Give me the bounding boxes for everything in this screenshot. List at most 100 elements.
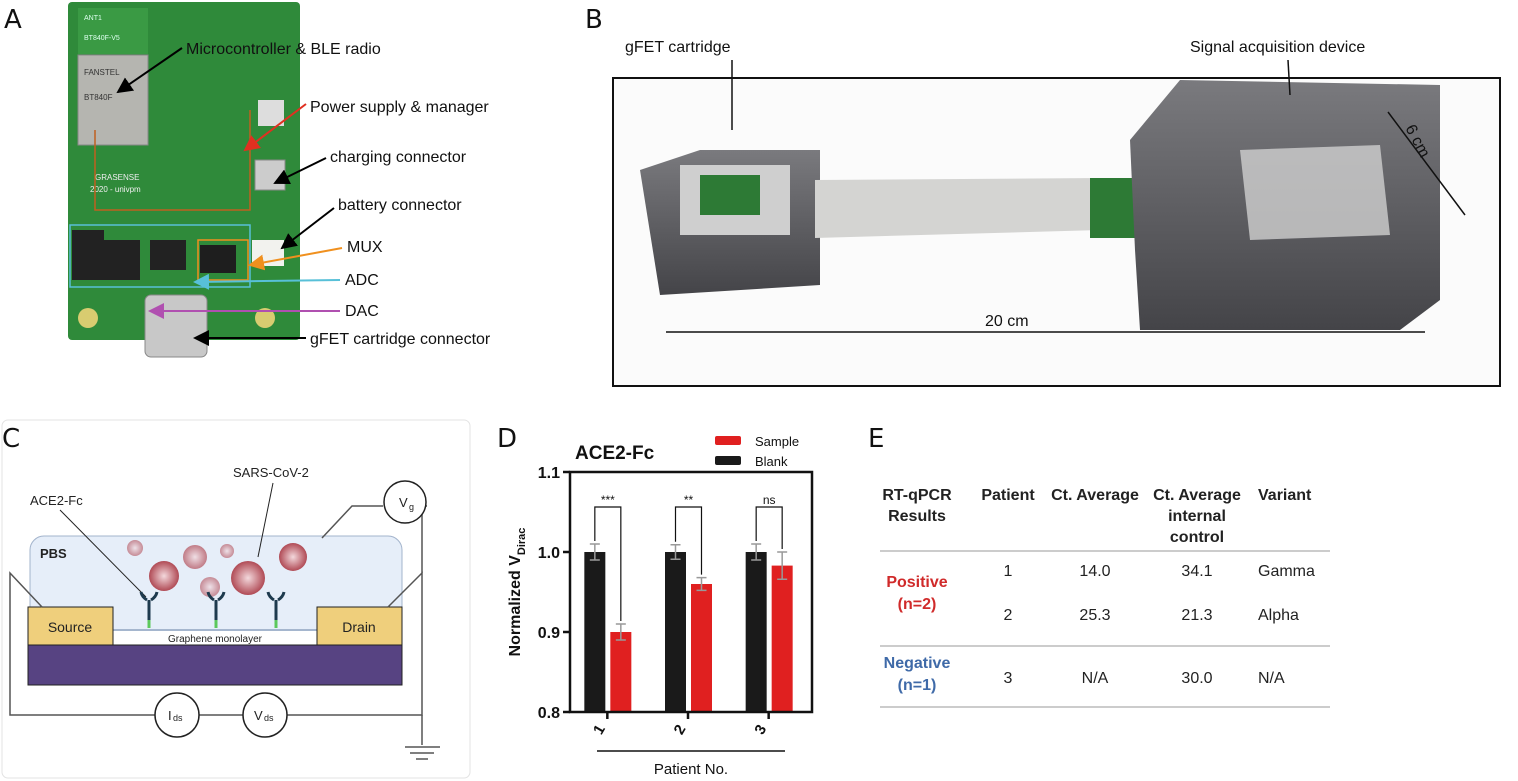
table-cell: 25.3 (1079, 607, 1110, 624)
legend-swatch-blank (715, 456, 741, 465)
error-bar (696, 576, 707, 592)
table-header: Ct. Average (1153, 487, 1241, 504)
label-microcontroller: Microcontroller & BLE radio (186, 41, 381, 58)
ids-meter: I ds (154, 692, 200, 738)
vds-label: V (254, 708, 263, 723)
label-sars-cov-2: SARS-CoV-2 (233, 465, 309, 480)
panel-a-annotations: Microcontroller & BLE radio Power supply… (116, 41, 491, 348)
y-axis-label-subscript: Dirac (516, 528, 528, 556)
table-header: internal (1168, 508, 1226, 525)
significance-label: ns (763, 493, 776, 507)
panel-c-frame (1, 419, 471, 779)
vds-meter: V ds (242, 692, 288, 738)
graphene-monolayer (113, 631, 317, 645)
table-cell: Gamma (1258, 563, 1315, 580)
label-power-supply: Power supply & manager (310, 99, 489, 116)
panel-label-b: B (585, 5, 603, 35)
error-bar (615, 623, 626, 641)
error-bar (589, 543, 600, 561)
bar-blank-patient-3 (745, 552, 767, 712)
group-label-negative: Negative (884, 655, 951, 672)
y-ticks: 0.8 0.9 1.0 1.1 (538, 465, 570, 722)
bar-sample-patient-3 (771, 565, 793, 712)
significance-bracket (674, 506, 703, 575)
chart-title: ACE2-Fc (575, 443, 655, 464)
label-gfet-cartridge: gFET cartridge (625, 39, 731, 56)
label-adc: ADC (345, 272, 379, 289)
x-tick-label: 2 (671, 722, 690, 738)
vg-subscript: g (409, 502, 414, 512)
panel-a: A ANT1 BT840F-V5 FANSTEL BT840F GRASENSE… (4, 2, 491, 358)
table-cell: 1 (1004, 563, 1013, 580)
y-tick-label: 0.9 (538, 625, 560, 642)
panel-c: C PBS SARS-CoV-2 ACE2-Fc Graphene monola… (1, 419, 471, 779)
vg-meter: V g (383, 480, 427, 524)
significance-label: ** (684, 493, 694, 507)
label-pbs: PBS (40, 546, 67, 561)
table-header: Ct. Average (1051, 487, 1139, 504)
ids-label: I (168, 708, 172, 723)
error-bar (670, 544, 681, 560)
significance-bracket (755, 506, 783, 549)
table-header: Variant (1258, 487, 1312, 504)
label-source: Source (48, 619, 93, 635)
board-text: 2020 - univpm (90, 185, 141, 194)
board-text: ANT1 (84, 15, 102, 22)
ace2-receptors (139, 591, 286, 628)
label-gfet-connector: gFET cartridge connector (310, 331, 491, 348)
table-cell: 3 (1004, 670, 1013, 687)
y-tick-label: 1.0 (538, 545, 560, 562)
label-ace2-fc: ACE2-Fc (30, 493, 83, 508)
rt-qpcr-table: RT-qPCR Results Patient Ct. Average Ct. Aver… (880, 487, 1330, 708)
error-bar (777, 551, 788, 580)
panel-b: B gFET cartridge Signal acquisition devi… (585, 5, 1501, 387)
panel-label-c: C (2, 424, 20, 454)
vds-subscript: ds (264, 713, 274, 723)
table-cell: 21.3 (1181, 607, 1212, 624)
table-header: Results (888, 508, 946, 525)
ids-subscript: ds (173, 713, 183, 723)
plot-frame (568, 470, 814, 714)
x-tick-label: 1 (590, 722, 609, 738)
table-cell: 34.1 (1181, 563, 1212, 580)
label-dac: DAC (345, 303, 379, 320)
x-tick-label: 3 (751, 722, 770, 738)
device-photo (640, 59, 1466, 333)
y-tick-label: 1.1 (538, 465, 560, 482)
bar-blank-patient-2 (665, 552, 686, 712)
substrate (27, 644, 403, 686)
vg-label: V (399, 495, 408, 510)
legend-label-sample: Sample (755, 434, 799, 449)
board-text: GRASENSE (95, 173, 139, 182)
label-graphene: Graphene monolayer (168, 634, 263, 645)
label-drain: Drain (342, 619, 375, 635)
table-header: control (1170, 529, 1224, 546)
board-text: BT840F (84, 93, 113, 102)
label-mux: MUX (347, 239, 383, 256)
label-battery-connector: battery connector (338, 197, 462, 214)
significance-label: *** (601, 493, 615, 507)
legend-swatch-sample (715, 436, 741, 445)
svg-text:Normalized VDirac: Normalized VDirac (507, 528, 528, 657)
panel-label-e: E (868, 424, 884, 454)
board-text: FANSTEL (84, 68, 120, 77)
y-tick-label: 0.8 (538, 705, 560, 722)
x-axis-label: Patient No. (654, 761, 728, 778)
group-count: (n=2) (898, 596, 937, 613)
bar-sample-patient-2 (691, 584, 712, 712)
table-cell: Alpha (1258, 607, 1299, 624)
legend-label-blank: Blank (755, 454, 788, 469)
label-length: 20 cm (985, 313, 1029, 330)
panel-d: D ACE2-Fc Sample Blank Normalized VDirac… (497, 424, 814, 778)
table-header: RT-qPCR (882, 487, 952, 504)
table-cell: N/A (1082, 670, 1109, 687)
table-cell: 2 (1004, 607, 1013, 624)
source-electrode (27, 606, 114, 646)
table-cell: 14.0 (1079, 563, 1110, 580)
label-charging-connector: charging connector (330, 149, 467, 166)
panel-label-d: D (497, 424, 517, 454)
label-signal-device: Signal acquisition device (1190, 39, 1365, 56)
board-text: BT840F-V5 (84, 35, 120, 42)
significance-bracket (594, 506, 622, 621)
